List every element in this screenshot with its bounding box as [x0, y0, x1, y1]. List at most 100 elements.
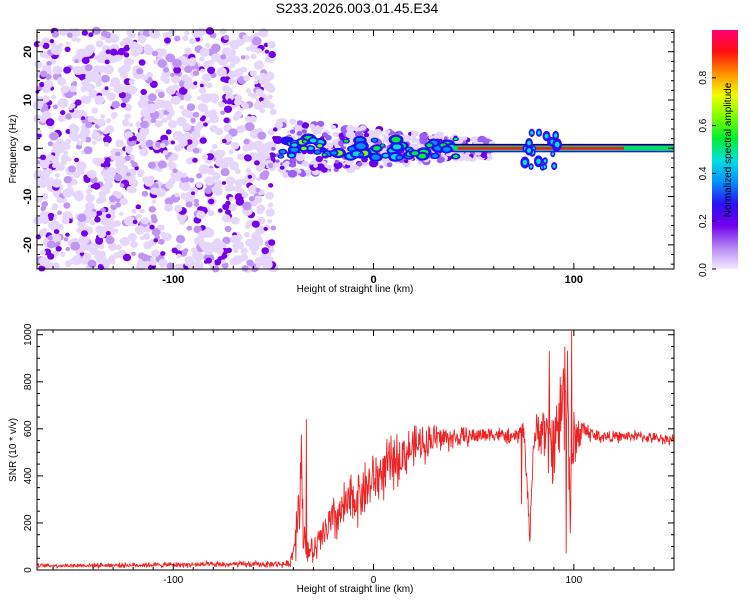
x-tick-label: 100	[565, 274, 583, 286]
noise-speckle	[176, 253, 182, 259]
noise-speckle	[145, 139, 154, 147]
transition-speckle	[296, 120, 304, 126]
noise-speckle	[86, 246, 93, 252]
noise-speckle	[192, 29, 203, 38]
noise-speckle	[46, 60, 52, 66]
noise-speckle	[205, 257, 212, 264]
transition-speckle	[363, 132, 370, 138]
noise-speckle	[148, 175, 155, 182]
noise-speckle	[253, 60, 264, 70]
transition-speckle	[275, 159, 280, 163]
noise-speckle	[243, 154, 252, 162]
noise-speckle	[172, 168, 178, 174]
x-tick-label: 0	[371, 575, 377, 586]
noise-speckle	[223, 34, 230, 41]
noise-speckle	[35, 96, 46, 106]
transition-speckle	[289, 118, 297, 125]
noise-speckle	[84, 136, 92, 143]
noise-speckle	[252, 155, 259, 161]
transition-speckle	[271, 146, 276, 151]
noise-speckle	[129, 179, 139, 188]
noise-speckle	[120, 71, 128, 79]
noise-speckle	[191, 130, 201, 139]
signal-blob-core	[349, 147, 355, 151]
noise-speckle	[79, 251, 85, 256]
noise-speckle	[61, 217, 70, 225]
noise-speckle	[57, 98, 69, 108]
colorbar-tick-label: 0.2	[698, 214, 709, 228]
noise-speckle	[228, 48, 236, 57]
noise-speckle	[39, 228, 47, 237]
noise-speckle	[250, 53, 257, 60]
noise-speckle	[100, 163, 105, 168]
noise-speckle	[251, 36, 262, 46]
noise-speckle	[89, 220, 96, 226]
noise-speckle	[141, 190, 149, 197]
transition-speckle	[419, 132, 428, 140]
signal-blob-core	[371, 154, 380, 160]
noise-speckle	[175, 99, 181, 104]
noise-speckle	[163, 67, 170, 73]
noise-speckle	[141, 254, 150, 262]
noise-speckle	[243, 75, 250, 82]
colorbar-label: Normalized spectral amplitude	[723, 82, 734, 217]
noise-speckle	[40, 169, 51, 179]
noise-speckle	[77, 213, 87, 223]
noise-speckle	[65, 246, 71, 252]
noise-speckle	[40, 193, 49, 200]
noise-speckle	[124, 155, 131, 161]
transition-speckle	[274, 121, 284, 129]
transition-speckle	[315, 155, 323, 163]
noise-speckle	[221, 214, 231, 223]
noise-speckle	[263, 82, 274, 92]
transition-speckle	[289, 129, 296, 134]
noise-speckle	[141, 217, 150, 225]
noise-speckle	[223, 124, 232, 132]
noise-speckle	[109, 34, 120, 43]
noise-speckle	[100, 35, 106, 41]
y-tick-label: 800	[23, 373, 34, 390]
noise-speckle	[55, 246, 62, 252]
noise-speckle	[209, 93, 220, 103]
transition-speckle	[333, 161, 343, 169]
noise-speckle	[104, 59, 110, 65]
noise-speckle	[165, 129, 172, 135]
noise-speckle	[172, 84, 180, 91]
noise-speckle	[39, 81, 45, 88]
noise-speckle	[119, 197, 128, 206]
noise-speckle	[70, 131, 78, 139]
noise-speckle	[198, 240, 208, 249]
noise-speckle	[154, 120, 163, 128]
noise-speckle	[72, 191, 78, 197]
noise-speckle	[105, 213, 111, 219]
noise-speckle	[208, 198, 215, 205]
noise-speckle	[228, 78, 235, 85]
noise-speckle	[242, 144, 251, 152]
noise-speckle	[221, 138, 227, 144]
noise-speckle	[207, 66, 216, 75]
noise-speckle	[33, 216, 43, 225]
noise-speckle	[214, 127, 224, 136]
noise-speckle	[249, 115, 257, 123]
y-tick-label: 600	[23, 420, 34, 437]
noise-speckle	[267, 247, 275, 254]
noise-speckle	[193, 201, 200, 207]
noise-speckle	[134, 166, 139, 171]
noise-speckle	[217, 208, 223, 213]
noise-speckle	[91, 26, 101, 35]
x-tick-label: -100	[162, 274, 184, 286]
noise-speckle	[270, 225, 277, 231]
noise-speckle	[38, 265, 46, 272]
burst-blob-core	[552, 164, 556, 169]
noise-speckle	[158, 258, 168, 268]
noise-speckle	[254, 160, 260, 166]
burst-blob-core	[529, 165, 533, 169]
noise-speckle	[131, 251, 136, 256]
noise-speckle	[73, 66, 83, 75]
noise-speckle	[193, 225, 202, 234]
noise-speckle	[199, 116, 206, 122]
noise-speckle	[106, 167, 117, 177]
transition-speckle	[346, 125, 356, 133]
noise-speckle	[226, 247, 232, 253]
noise-speckle	[225, 200, 231, 206]
